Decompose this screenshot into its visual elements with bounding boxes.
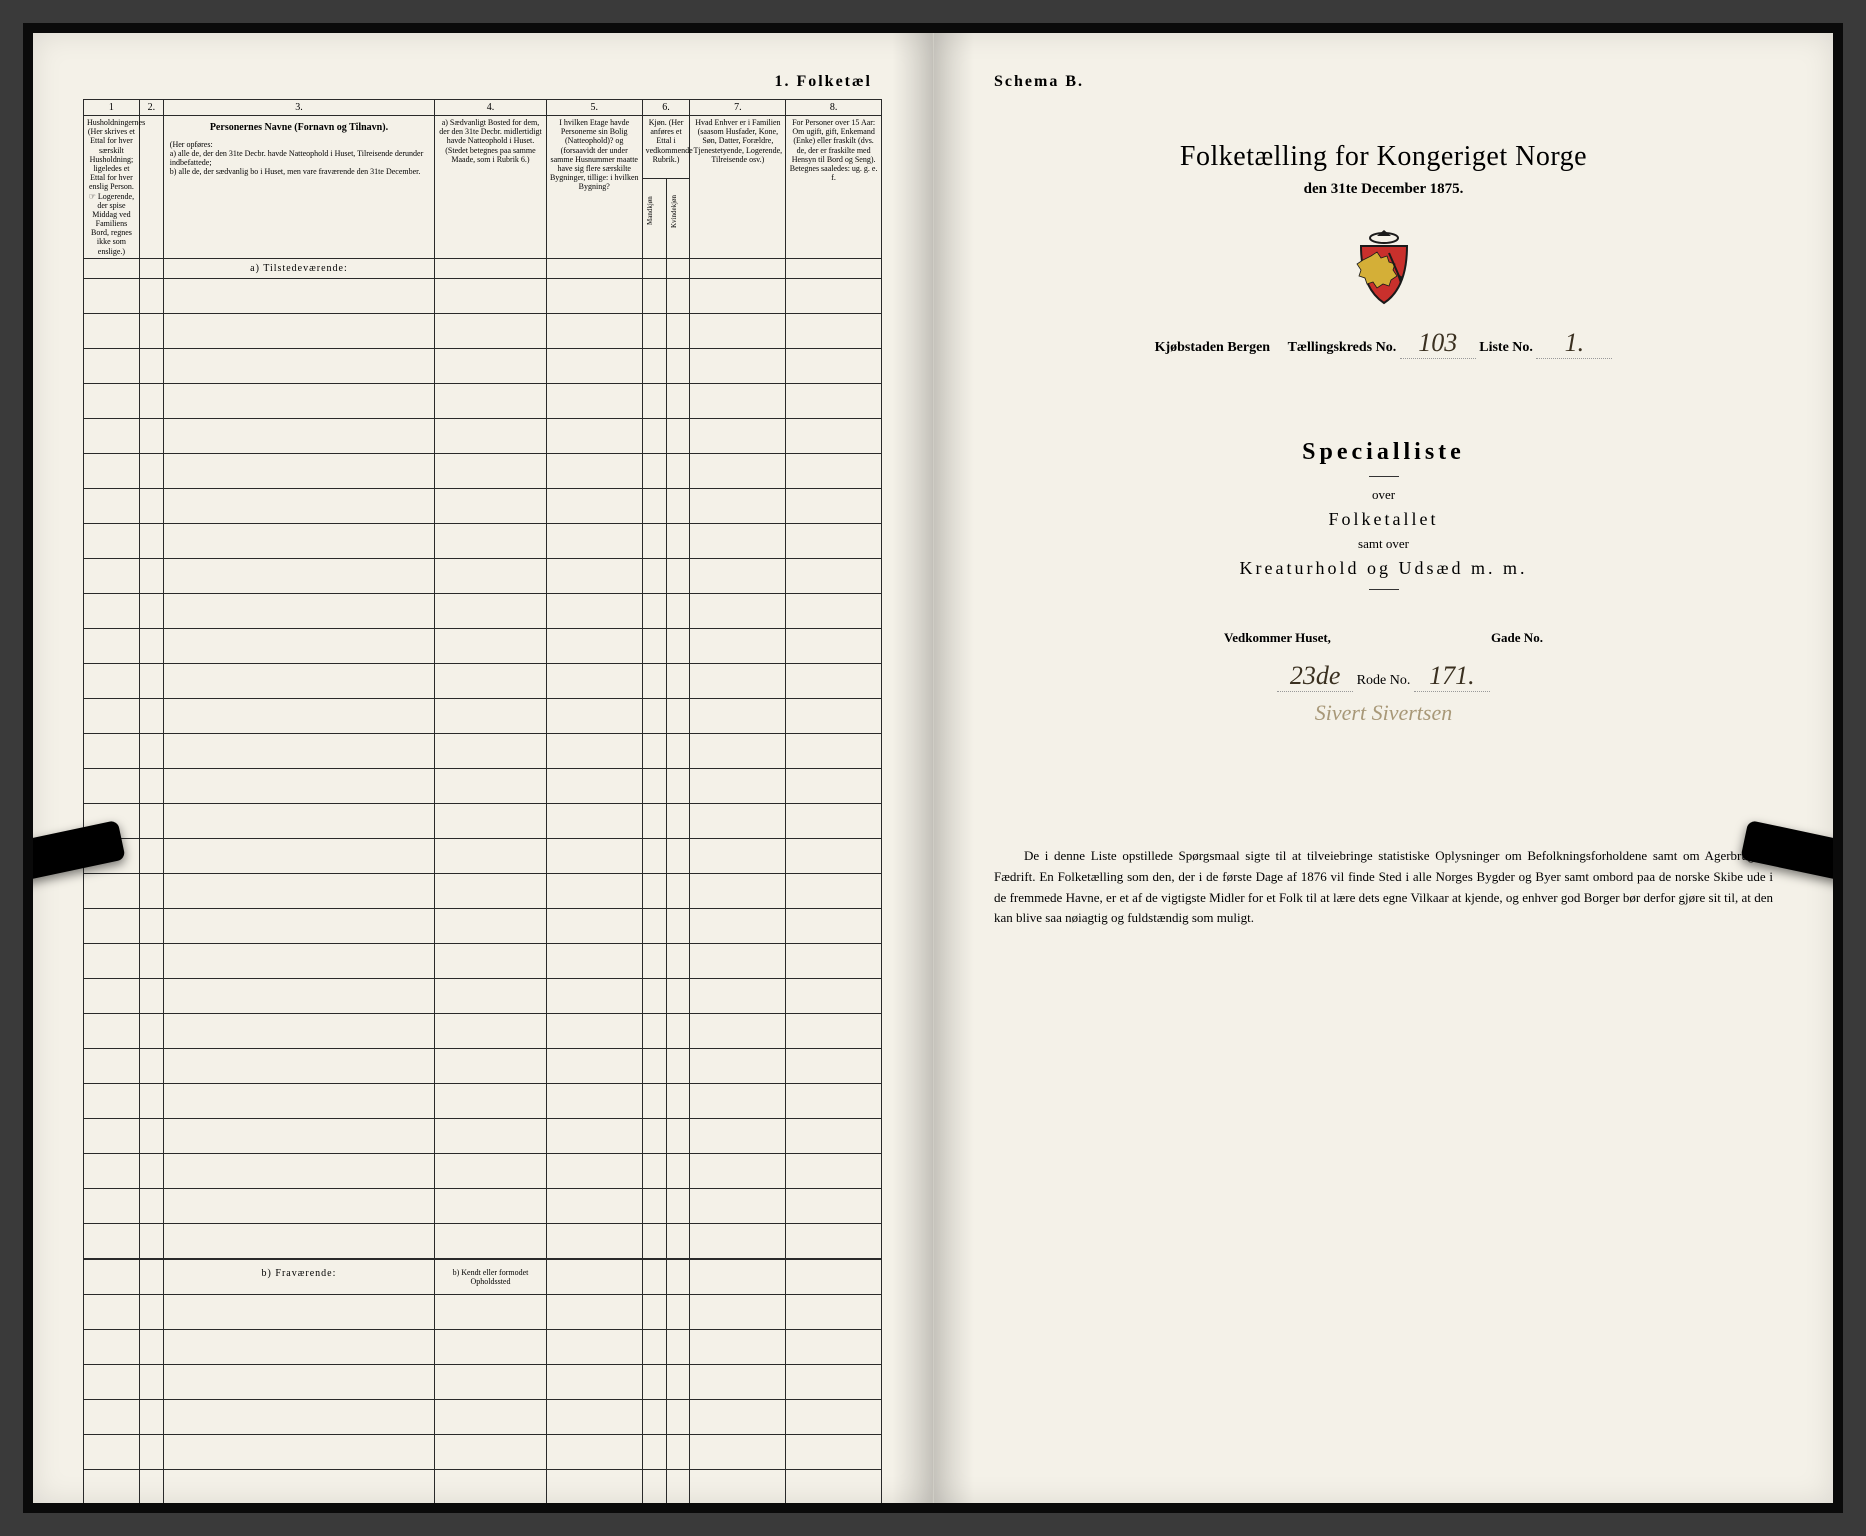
table-row: [84, 453, 882, 488]
table-row: [84, 383, 882, 418]
table-row: [84, 803, 882, 838]
right-page: Schema B. Folketælling for Kongeriget No…: [933, 33, 1833, 1503]
table-row: [84, 978, 882, 1013]
table-row: [84, 1118, 882, 1153]
left-header-title: 1. Folketæl: [83, 73, 882, 91]
spine-shadow-left: [892, 33, 932, 1503]
table-row: [84, 523, 882, 558]
hdr-col8: For Personer over 15 Aar: Om ugift, gift…: [786, 116, 882, 259]
huset-label: Vedkommer Huset,: [1224, 630, 1331, 646]
colnum-4: 4.: [435, 100, 547, 116]
table-row: [84, 558, 882, 593]
section-b-row: b) Fraværende:b) Kendt eller formodet Op…: [84, 1259, 882, 1295]
colnum-8: 8.: [786, 100, 882, 116]
right-header-title: Schema B.: [984, 73, 1783, 91]
rode-line: 23de Rode No. 171.: [984, 661, 1783, 692]
circuit-label: Tællingskreds No.: [1288, 340, 1397, 355]
colnum-3: 3.: [163, 100, 434, 116]
table-row: [84, 628, 882, 663]
hdr-col6a: Mandkjøn: [642, 178, 666, 258]
table-row: [84, 663, 882, 698]
table-row: [84, 768, 882, 803]
hdr-col4: a) Sædvanligt Bosted for dem, der den 31…: [435, 116, 547, 259]
rode-label: Rode No.: [1357, 673, 1411, 688]
table-row: [84, 278, 882, 313]
kreatur: Kreaturhold og Udsæd m. m.: [984, 558, 1783, 579]
colnum-5: 5.: [546, 100, 642, 116]
folketallet: Folketallet: [984, 509, 1783, 530]
hdr-col6: Kjøn. (Her anføres et Ettal i vedkommend…: [642, 116, 690, 179]
table-row: [84, 873, 882, 908]
header-row: Husholdningernes (Her skrives et Ettal f…: [84, 116, 882, 179]
census-table: 1 2. 3. 4. 5. 6. 7. 8. Husholdningernes …: [83, 99, 882, 1503]
hdr-col5: I hvilken Etage havde Personerne sin Bol…: [546, 116, 642, 259]
table-row: [84, 418, 882, 453]
list-label: Liste No.: [1479, 340, 1533, 355]
hdr-col2: [139, 116, 163, 259]
bottom-paragraph: De i denne Liste opstillede Spørgsmaal s…: [984, 846, 1783, 929]
rule-1: [1369, 476, 1399, 477]
table-row: [84, 1048, 882, 1083]
hdr-col3-bold: Personernes Navne (Fornavn og Tilnavn).: [170, 122, 428, 134]
table-row: [84, 1013, 882, 1048]
hdr-col3: Personernes Navne (Fornavn og Tilnavn). …: [163, 116, 434, 259]
gade-label: Gade No.: [1491, 630, 1543, 646]
special-title: Specialliste: [984, 439, 1783, 466]
city-label: Kjøbstaden Bergen: [1155, 340, 1271, 355]
colnum-row: 1 2. 3. 4. 5. 6. 7. 8.: [84, 100, 882, 116]
table-row: [84, 1153, 882, 1188]
main-title: Folketælling for Kongeriget Norge: [984, 141, 1783, 173]
table-row: [84, 313, 882, 348]
colnum-1: 1: [84, 100, 140, 116]
list-no-handwritten: 1.: [1536, 328, 1612, 359]
table-row: [84, 1469, 882, 1503]
hdr-col6a-text: Mandkjøn: [646, 181, 654, 241]
circuit-no-handwritten: 103: [1400, 328, 1476, 359]
table-row: [84, 1223, 882, 1259]
signature-line: Sivert Sivertsen: [984, 700, 1783, 726]
colnum-7: 7.: [690, 100, 786, 116]
table-row: [84, 838, 882, 873]
table-row: [84, 1294, 882, 1329]
table-row: [84, 908, 882, 943]
col4-b-header: b) Kendt eller formodet Opholdssted: [435, 1259, 547, 1295]
table-row: [84, 1364, 882, 1399]
table-row: [84, 1434, 882, 1469]
table-row: [84, 1399, 882, 1434]
hdr-col6b-text: Kvindekjøn: [670, 181, 678, 241]
table-row: [84, 1188, 882, 1223]
samt-over: samt over: [984, 536, 1783, 552]
table-row: [84, 1329, 882, 1364]
rode-prefix-handwritten: 23de: [1277, 661, 1353, 692]
table-row: [84, 593, 882, 628]
table-row: [84, 488, 882, 523]
rode-no-handwritten: 171.: [1414, 661, 1490, 692]
section-a-row: a) Tilstedeværende:: [84, 258, 882, 278]
colnum-6: 6.: [642, 100, 690, 116]
spine-shadow-right: [934, 33, 974, 1503]
section-a-label: a) Tilstedeværende:: [163, 258, 434, 278]
table-row: [84, 943, 882, 978]
table-row: [84, 1083, 882, 1118]
hdr-col1: Husholdningernes (Her skrives et Ettal f…: [84, 116, 140, 259]
rule-2: [1369, 589, 1399, 590]
table-row: [84, 733, 882, 768]
table-row: [84, 698, 882, 733]
sub-title: den 31te December 1875.: [984, 181, 1783, 198]
hdr-col6b: Kvindekjøn: [666, 178, 690, 258]
hdr-col7: Hvad Enhver er i Familien (saasom Husfad…: [690, 116, 786, 259]
book-spread: 1. Folketæl 1 2. 3. 4. 5. 6. 7. 8.: [23, 23, 1843, 1513]
circuit-line: Kjøbstaden Bergen Tællingskreds No. 103 …: [984, 328, 1783, 359]
over-label: over: [984, 487, 1783, 503]
hdr-col3-body: (Her opføres: a) alle de, der den 31te D…: [170, 140, 428, 177]
section-b-label: b) Fraværende:: [163, 1259, 434, 1295]
colnum-2: 2.: [139, 100, 163, 116]
left-page: 1. Folketæl 1 2. 3. 4. 5. 6. 7. 8.: [33, 33, 933, 1503]
table-row: [84, 348, 882, 383]
coat-of-arms-icon: [1349, 228, 1419, 308]
signature-handwritten: Sivert Sivertsen: [1315, 700, 1452, 725]
house-row: Vedkommer Huset, Gade No.: [984, 630, 1783, 646]
